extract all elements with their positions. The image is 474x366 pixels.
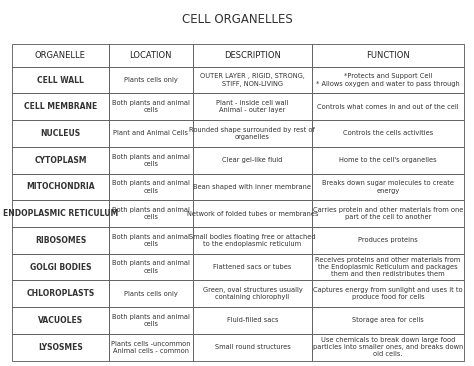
Text: Plants cells only: Plants cells only — [124, 77, 178, 83]
Bar — [192, 173, 312, 200]
Text: Storage area for cells: Storage area for cells — [352, 317, 424, 324]
Bar — [109, 93, 192, 120]
Bar — [312, 120, 464, 147]
Text: Controls the cells activities: Controls the cells activities — [343, 131, 433, 137]
Text: Receives proteins and other materials from
the Endoplasmic Reticulum and package: Receives proteins and other materials fr… — [315, 257, 461, 277]
Text: GOLGI BODIES: GOLGI BODIES — [30, 262, 91, 272]
Text: CELL WALL: CELL WALL — [37, 75, 84, 85]
Text: Clear gel-like fluid: Clear gel-like fluid — [222, 157, 283, 163]
Bar — [192, 93, 312, 120]
Text: FUNCTION: FUNCTION — [366, 51, 410, 60]
Text: LOCATION: LOCATION — [129, 51, 172, 60]
Text: Small round structures: Small round structures — [215, 344, 290, 350]
Bar — [109, 44, 192, 67]
Text: Flattened sacs or tubes: Flattened sacs or tubes — [213, 264, 292, 270]
Text: CELL MEMBRANE: CELL MEMBRANE — [24, 102, 97, 111]
Bar — [109, 67, 192, 93]
Bar — [312, 173, 464, 200]
Bar — [12, 173, 109, 200]
Bar — [109, 173, 192, 200]
Bar — [192, 147, 312, 173]
Text: Rounded shape surrounded by rest of
organelles: Rounded shape surrounded by rest of orga… — [190, 127, 315, 140]
Bar — [109, 307, 192, 334]
Bar — [109, 227, 192, 254]
Bar — [192, 334, 312, 361]
Text: CYTOPLASM: CYTOPLASM — [34, 156, 87, 165]
Text: Controls what comes in and out of the cell: Controls what comes in and out of the ce… — [317, 104, 459, 110]
Text: Network of folded tubes or membranes: Network of folded tubes or membranes — [187, 210, 318, 217]
Bar — [192, 307, 312, 334]
Bar — [109, 120, 192, 147]
Text: OUTER LAYER , RIGID, STRONG,
STIFF, NON-LIVING: OUTER LAYER , RIGID, STRONG, STIFF, NON-… — [200, 74, 305, 87]
Text: Both plants and animal
cells: Both plants and animal cells — [112, 260, 190, 274]
Bar — [192, 120, 312, 147]
Bar — [312, 334, 464, 361]
Text: Captures energy from sunlight and uses it to
produce food for cells: Captures energy from sunlight and uses i… — [313, 287, 463, 300]
Text: Small bodies floating free or attached
to the endoplasmic reticulum: Small bodies floating free or attached t… — [189, 234, 316, 247]
Text: VACUOLES: VACUOLES — [38, 316, 83, 325]
Text: Plant - inside cell wall
Animal - outer layer: Plant - inside cell wall Animal - outer … — [216, 100, 289, 113]
Bar — [192, 227, 312, 254]
Bar — [12, 120, 109, 147]
Text: RIBOSOMES: RIBOSOMES — [35, 236, 86, 245]
Bar — [12, 200, 109, 227]
Bar — [109, 147, 192, 173]
Text: Both plants and animal
cells: Both plants and animal cells — [112, 234, 190, 247]
Bar — [12, 147, 109, 173]
Bar — [12, 307, 109, 334]
Text: Plants cells -uncommon
Animal cells - common: Plants cells -uncommon Animal cells - co… — [111, 340, 191, 354]
Text: Breaks down sugar molecules to create
energy: Breaks down sugar molecules to create en… — [322, 180, 454, 194]
Text: Bean shaped with inner membrane: Bean shaped with inner membrane — [193, 184, 311, 190]
Bar — [312, 307, 464, 334]
Bar — [192, 44, 312, 67]
Text: Green, oval structures usually
containing chlorophyll: Green, oval structures usually containin… — [202, 287, 302, 300]
Text: Produces proteins: Produces proteins — [358, 237, 418, 243]
Bar — [192, 200, 312, 227]
Text: Plant and Animal Cells: Plant and Animal Cells — [113, 131, 188, 137]
Bar — [192, 280, 312, 307]
Text: NUCLEUS: NUCLEUS — [40, 129, 81, 138]
Text: LYSOSMES: LYSOSMES — [38, 343, 83, 352]
Bar — [109, 200, 192, 227]
Bar — [12, 254, 109, 280]
Text: Both plants and animal
cells: Both plants and animal cells — [112, 100, 190, 113]
Text: Both plants and animal
cells: Both plants and animal cells — [112, 180, 190, 194]
Bar — [312, 200, 464, 227]
Bar — [192, 67, 312, 93]
Bar — [312, 254, 464, 280]
Text: *Protects and Support Cell
* Allows oxygen and water to pass through: *Protects and Support Cell * Allows oxyg… — [316, 74, 460, 87]
Bar — [312, 227, 464, 254]
Bar — [109, 254, 192, 280]
Bar — [312, 280, 464, 307]
Bar — [12, 93, 109, 120]
Text: Carries protein and other materials from one
part of the cell to another: Carries protein and other materials from… — [313, 207, 463, 220]
Text: CHLOROPLASTS: CHLOROPLASTS — [26, 289, 94, 298]
Bar — [12, 67, 109, 93]
Text: DESCRIPTION: DESCRIPTION — [224, 51, 281, 60]
Bar — [12, 280, 109, 307]
Bar — [312, 147, 464, 173]
Bar — [109, 280, 192, 307]
Text: Both plants and animal
cells: Both plants and animal cells — [112, 207, 190, 220]
Text: Both plants and animal
cells: Both plants and animal cells — [112, 154, 190, 167]
Text: Home to the cell's organelles: Home to the cell's organelles — [339, 157, 437, 163]
Text: ORGANELLE: ORGANELLE — [35, 51, 86, 60]
Bar — [312, 44, 464, 67]
Bar — [12, 44, 109, 67]
Bar — [12, 334, 109, 361]
Text: Both plants and animal
cells: Both plants and animal cells — [112, 314, 190, 327]
Text: Plants cells only: Plants cells only — [124, 291, 178, 297]
Text: CELL ORGANELLES: CELL ORGANELLES — [182, 13, 292, 26]
Bar — [192, 254, 312, 280]
Bar — [312, 93, 464, 120]
Text: MITOCHONDRIA: MITOCHONDRIA — [26, 182, 95, 191]
Bar — [109, 334, 192, 361]
Text: ENDOPLASMIC RETICULUM: ENDOPLASMIC RETICULUM — [3, 209, 118, 218]
Bar — [12, 227, 109, 254]
Text: Use chemicals to break down large food
particles into smaller ones, and breaks d: Use chemicals to break down large food p… — [313, 337, 463, 358]
Bar — [312, 67, 464, 93]
Text: Fluid-filled sacs: Fluid-filled sacs — [227, 317, 278, 324]
